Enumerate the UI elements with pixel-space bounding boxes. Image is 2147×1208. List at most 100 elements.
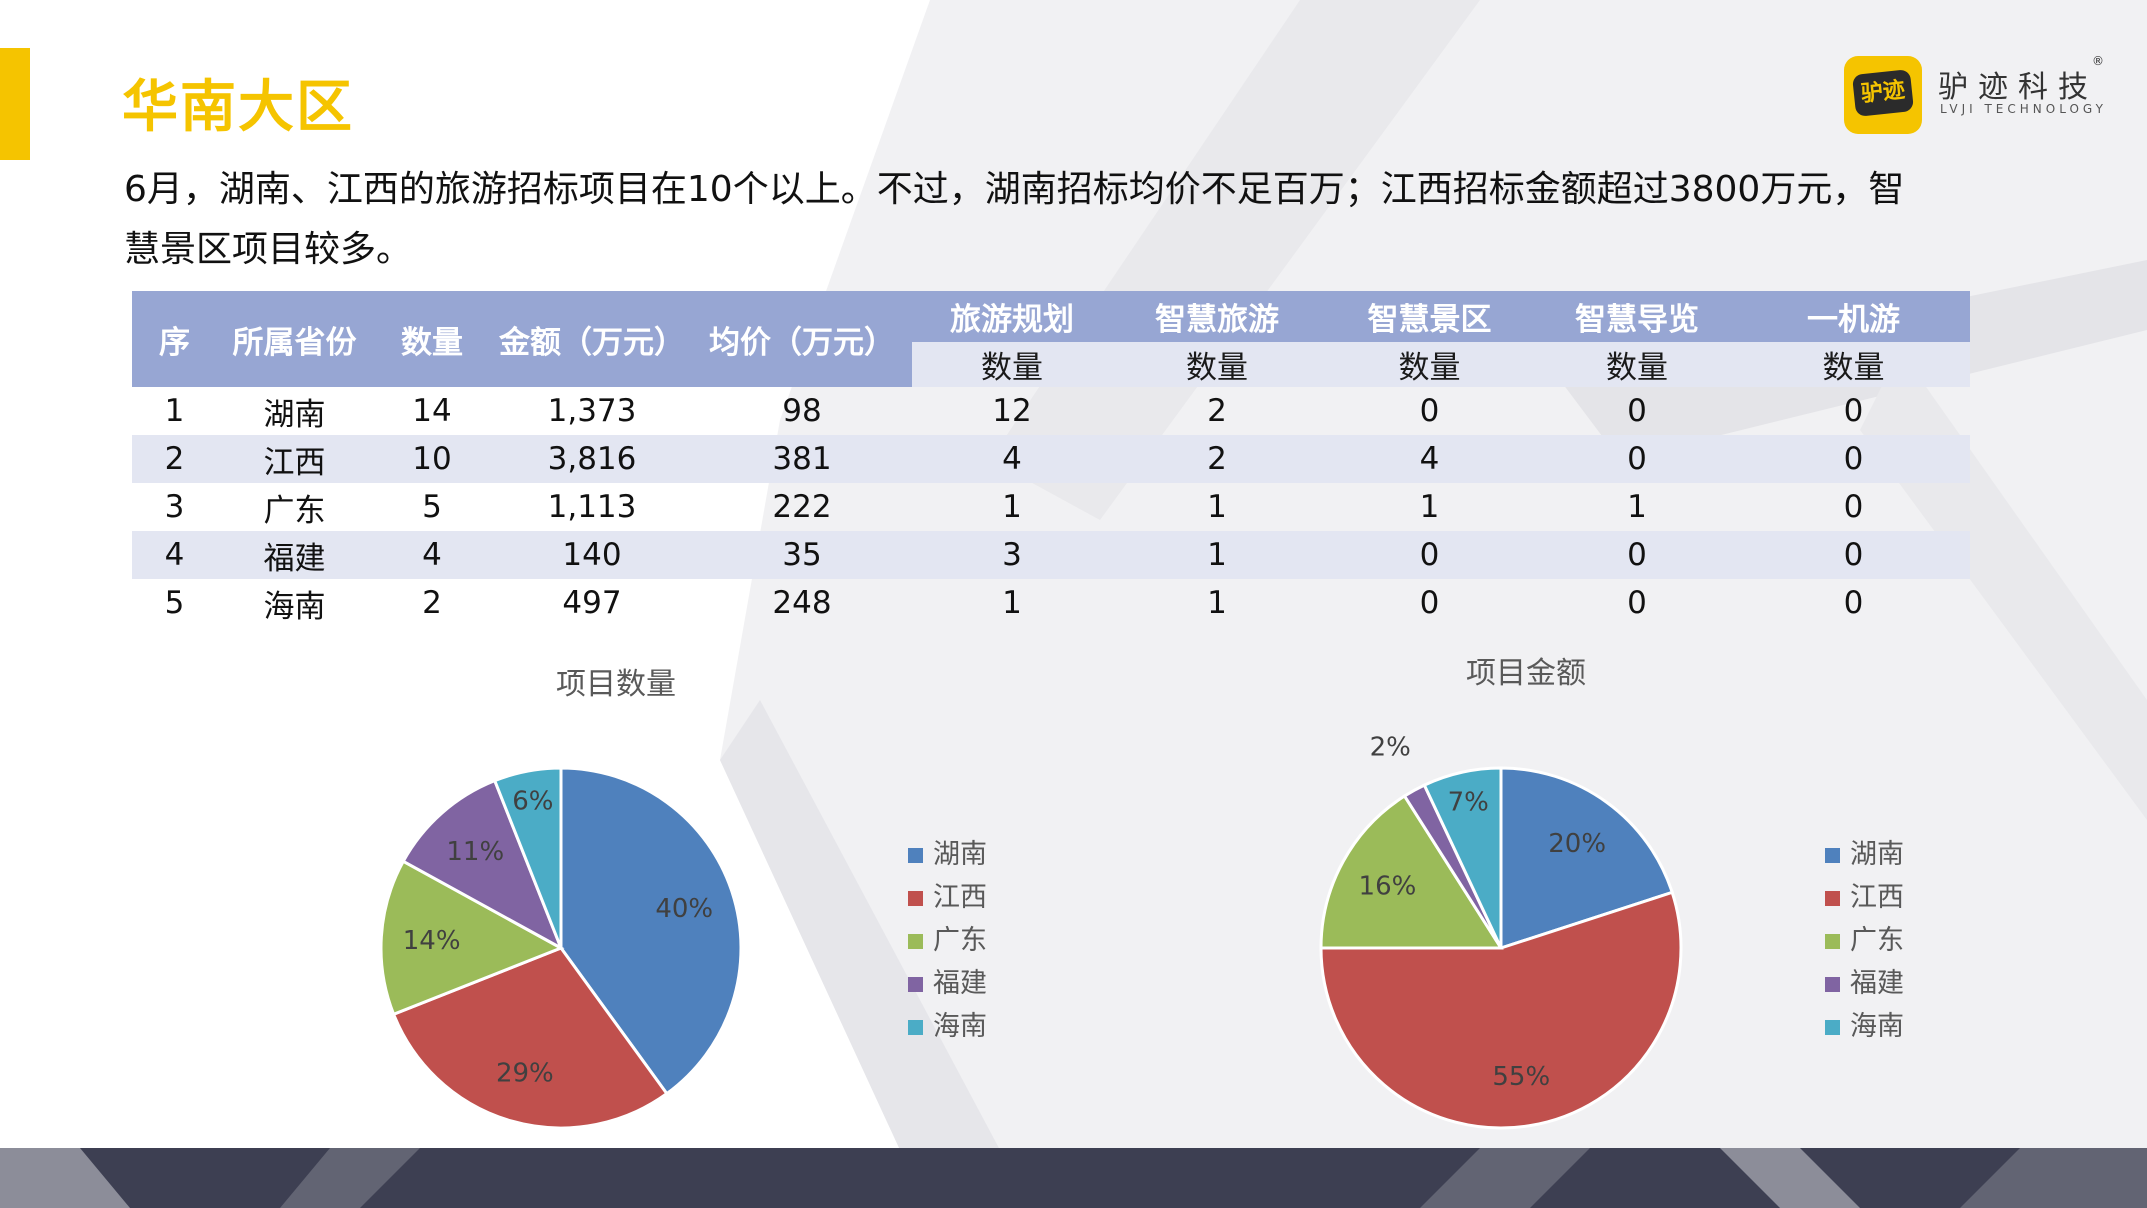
table-cell: 江西 [217, 435, 372, 483]
pie-slice [391, 946, 669, 1130]
table-cell: 35 [692, 531, 912, 579]
summary-line-1: 6月，湖南、江西的旅游招标项目在10个以上。不过，湖南招标均价不足百万；江西招标… [124, 169, 1905, 210]
table-cell: 海南 [263, 588, 326, 625]
table-row: 3 广东 5 1,113 222 1 1 1 1 0 [132, 483, 1970, 531]
table-cell: 10 [372, 435, 492, 483]
table-cell: 0 [1537, 435, 1737, 483]
header-one-app-tour: 一机游 [1737, 291, 1970, 342]
table-cell: 湖南 [263, 396, 326, 433]
table-row: 5 海南 2 497 248 1 1 0 0 0 [132, 579, 1970, 627]
table-cell: 广东 [263, 492, 326, 529]
table-cell: 5 [422, 489, 442, 525]
legend-label: 广东 [933, 925, 987, 956]
legend-swatch [908, 977, 923, 992]
pie-slice [559, 766, 743, 1096]
legend-label: 湖南 [933, 839, 987, 870]
data-label: 40% [655, 894, 713, 924]
pie-slice [1422, 766, 1503, 949]
accent-bar [0, 48, 30, 160]
legend-swatch [908, 1020, 923, 1035]
table-cell: 14 [412, 393, 452, 429]
table-cell: 1 [1627, 489, 1647, 525]
table-cell: 2 [422, 585, 442, 621]
company-logo: 驴迹 驴迹科技 LVJI TECHNOLOGY ® [1844, 54, 2134, 136]
table-cell: 0 [1627, 393, 1647, 429]
data-label: 14% [403, 926, 461, 956]
header-count: 数量 [372, 291, 492, 387]
table-cell: 222 [772, 489, 832, 525]
data-label: 7% [1448, 788, 1489, 818]
legend-swatch [1825, 977, 1840, 992]
legend-label: 广东 [1850, 925, 1904, 956]
table-cell: 福建 [217, 531, 372, 579]
header-smart-guide: 智慧导览 [1537, 291, 1737, 342]
table-cell: 140 [492, 531, 692, 579]
data-label: 20% [1548, 829, 1606, 859]
header-tourism-planning: 旅游规划 [912, 291, 1112, 342]
table-cell: 1,113 [547, 489, 637, 525]
legend-swatch [908, 848, 923, 863]
table-cell: 1 [164, 393, 185, 429]
table-row: 2 江西 10 3,816 381 4 2 4 0 0 [132, 435, 1970, 483]
subheader-count: 数量 [912, 342, 1112, 387]
table-cell: 5 [164, 585, 185, 621]
table-cell: 497 [562, 585, 622, 621]
table-cell: 1,373 [547, 393, 637, 429]
table-cell: 0 [1843, 393, 1864, 429]
table-cell: 4 [912, 435, 1112, 483]
table-cell: 248 [772, 585, 832, 621]
table-cell: 4 [132, 531, 217, 579]
table-row: 4 福建 4 140 35 3 1 0 0 0 [132, 531, 1970, 579]
legend-swatch [908, 891, 923, 906]
header-average: 均价（万元） [692, 291, 912, 387]
data-label: 29% [496, 1058, 554, 1088]
table-cell: 4 [372, 531, 492, 579]
table-cell: 2 [132, 435, 217, 483]
province-table: 序 所属省份 数量 金额（万元） 均价（万元） 旅游规划 智慧旅游 智慧景区 智… [132, 291, 1970, 627]
pie-slice [1319, 890, 1683, 1130]
table-cell: 1 [1002, 489, 1022, 525]
legend-swatch [1825, 891, 1840, 906]
summary-text: 6月，湖南、江西的旅游招标项目在10个以上。不过，湖南招标均价不足百万；江西招标… [124, 160, 1924, 280]
logo-badge-text: 驴迹 [1851, 69, 1915, 117]
header-amount: 金额（万元） [492, 291, 692, 387]
page-title: 华南大区 [122, 75, 354, 140]
legend-label: 湖南 [1850, 839, 1904, 870]
header-province: 所属省份 [217, 291, 372, 387]
subheader-count: 数量 [1737, 342, 1970, 387]
pie-slice [401, 778, 564, 952]
table-row: 1 湖南 14 1,373 98 12 2 0 0 0 [132, 387, 1970, 435]
table-cell: 98 [782, 393, 822, 429]
header-smart-scenic: 智慧景区 [1322, 291, 1537, 342]
table-cell: 2 [1112, 435, 1322, 483]
table-cell: 3 [164, 489, 185, 525]
subheader-count: 数量 [1322, 342, 1537, 387]
table-cell: 1 [1419, 489, 1440, 525]
table-cell: 12 [992, 393, 1032, 429]
chart-title: 项目数量 [556, 667, 676, 702]
logo-badge: 驴迹 [1844, 56, 1922, 134]
table-cell: 0 [1843, 585, 1864, 621]
legend-swatch [1825, 1020, 1840, 1035]
legend-label: 江西 [933, 882, 987, 913]
header-index: 序 [132, 291, 217, 387]
table-cell: 1 [1207, 489, 1227, 525]
table-cell: 0 [1419, 393, 1440, 429]
data-label: 6% [512, 787, 553, 817]
table-cell: 0 [1322, 531, 1537, 579]
pie-slice [1499, 766, 1675, 951]
data-label: 11% [446, 837, 504, 867]
legend-swatch [1825, 934, 1840, 949]
logo-name-cn: 驴迹科技 [1938, 70, 2098, 105]
legend-label: 福建 [933, 968, 987, 999]
header-smart-tourism: 智慧旅游 [1112, 291, 1322, 342]
pie-slice [1319, 793, 1504, 950]
summary-line-2: 慧景区项目较多。 [124, 229, 413, 270]
subheader-count: 数量 [1537, 342, 1737, 387]
table-cell: 2 [1207, 393, 1227, 429]
legend-swatch [1825, 848, 1840, 863]
legend-label: 海南 [933, 1011, 987, 1042]
table-cell: 381 [692, 435, 912, 483]
data-label: 16% [1359, 872, 1417, 902]
